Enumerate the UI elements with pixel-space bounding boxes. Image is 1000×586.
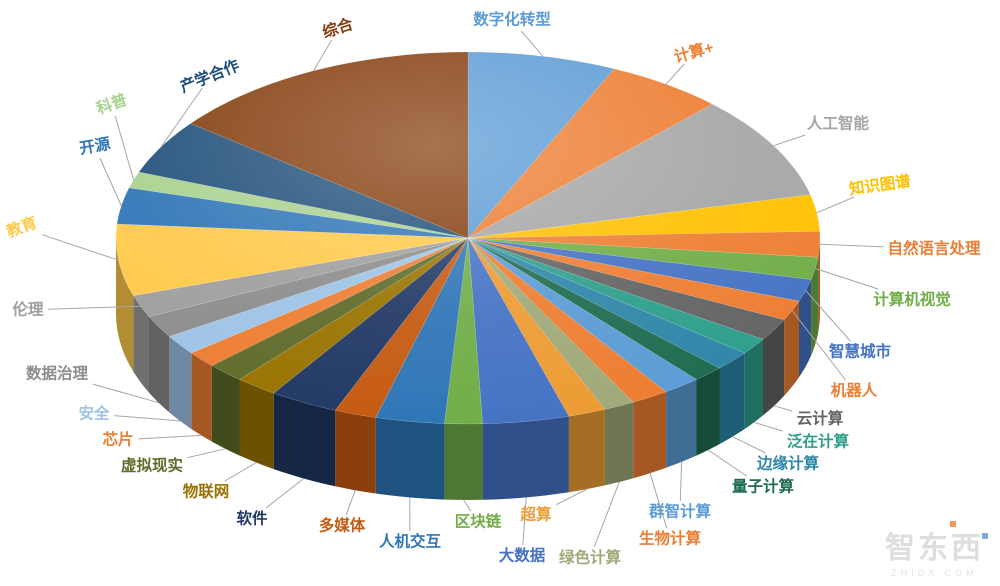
pie-slice-side [169,336,192,429]
pie-slice-side [696,368,720,456]
pie-slice-side [818,238,820,334]
leader-line [707,449,747,477]
pie-slice-side [568,409,605,493]
pie-slice-side [719,353,745,445]
leader-line [732,436,766,454]
leader-line [754,421,783,432]
pie-slice-side [116,238,134,372]
pie-slice-side [133,295,149,393]
pie-slice-side [784,301,799,396]
leader-line [114,415,180,422]
pie-slice-side [191,353,212,442]
leader-line [92,383,159,404]
pie-slice-side [799,279,812,378]
leader-line [345,490,356,516]
watermark-domain: ZHIDX.COM [891,568,978,578]
leader-line [265,478,305,509]
leader-line [99,157,122,207]
leader-line [42,234,119,261]
pie-slice-side [211,365,240,456]
pie-slice-side [239,379,274,470]
watermark: 智东西 ZHIDX.COM [885,521,988,578]
leader-line [593,481,620,548]
pie-slice-side [149,316,170,413]
pie-slice-side [335,410,376,494]
leader-line [313,39,333,72]
leader-line [679,461,683,502]
watermark-pixel-icon [982,533,988,539]
pie-slice-side [273,393,336,487]
pie-slice-side [604,402,634,486]
leader-line [160,87,203,147]
leader-line [665,63,685,85]
leader-line [816,196,855,214]
leader-line [773,134,806,147]
leader-line [773,405,793,412]
pie-sheen [116,52,820,424]
watermark-logo-text: 智东西 [885,532,984,565]
leader-line [114,115,135,180]
leader-line [522,497,527,546]
watermark-pixel-icon [950,521,956,527]
leader-line [815,268,879,290]
leader-line [48,305,141,310]
pie-slice-side [482,416,569,500]
pie-slice-side [633,391,667,479]
watermark-logo: 智东西 [885,521,988,567]
leader-line [555,488,588,506]
leader-line [791,310,846,381]
pie-slice-side [744,339,763,429]
leader-line [520,30,544,57]
leader-line [138,434,202,440]
leader-line [649,473,668,529]
pie-slice-side [811,257,819,356]
leader-line [463,499,472,512]
leader-line [805,290,851,342]
leader-line [224,462,257,482]
pie-slice-side [763,319,785,416]
pie-slice-side [375,417,445,500]
pie-slice-side [444,423,483,500]
leader-line [187,448,226,459]
pie-slice-side [666,379,697,468]
leader-line [819,243,884,248]
